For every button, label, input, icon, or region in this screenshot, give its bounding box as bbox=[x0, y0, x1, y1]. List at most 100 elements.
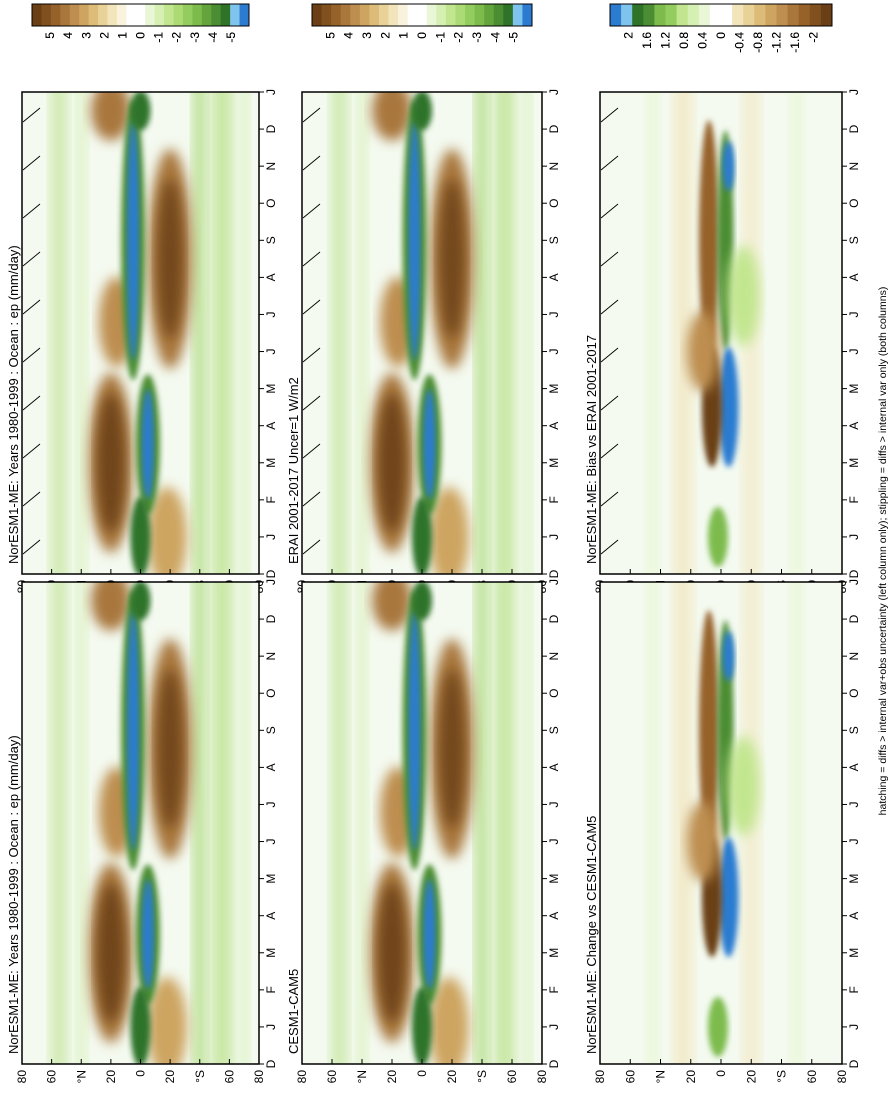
colorbar-swatch bbox=[350, 4, 361, 26]
contour-blob bbox=[412, 986, 432, 1064]
lat-tick-label: 20 bbox=[744, 1070, 758, 1084]
colorbar-swatch bbox=[359, 4, 370, 26]
colorbar-swatch bbox=[465, 4, 475, 26]
colorbar-swatch bbox=[610, 4, 622, 26]
colorbar-tick-label: 5 bbox=[323, 32, 337, 39]
hatch-line bbox=[22, 491, 41, 507]
colorbar-tick-label: -1.6 bbox=[788, 32, 802, 53]
panel-title: NorESM1-ME: Years 1980-1999 : Ocean : ep… bbox=[6, 735, 21, 1054]
hatch-line bbox=[600, 251, 619, 267]
month-tick-label: S bbox=[547, 236, 561, 244]
lat-tick-label: 80 bbox=[535, 1070, 549, 1084]
month-tick-label: A bbox=[264, 912, 278, 920]
colorbar-tick-label: 0 bbox=[134, 32, 148, 39]
colorbar-tick-label: 0 bbox=[134, 32, 148, 39]
colorbar-swatch bbox=[798, 4, 811, 26]
footnote: hatching = diffs > internal var+obs unce… bbox=[877, 287, 889, 816]
contour-field bbox=[600, 92, 842, 574]
colorbar-swatch bbox=[145, 4, 155, 26]
colorbar-swatch bbox=[754, 4, 766, 26]
colorbar-tick-label: -2 bbox=[170, 32, 184, 43]
lat-tick-label: 60 bbox=[505, 1070, 519, 1084]
colorbar-frame bbox=[311, 3, 533, 27]
month-tick-label: A bbox=[547, 763, 561, 771]
lat-tick-label: 0 bbox=[134, 1070, 148, 1077]
colorbar-swatch bbox=[182, 4, 193, 26]
month-tick-label: F bbox=[547, 986, 561, 993]
hatch-line bbox=[302, 203, 321, 219]
panel-title: NorESM1-ME: Change vs CESM1-CAM5 bbox=[584, 816, 599, 1054]
hatch-line bbox=[600, 395, 619, 411]
contour-field bbox=[22, 582, 259, 1064]
month-tick-label: J bbox=[847, 349, 861, 355]
colorbar-frame bbox=[31, 3, 250, 27]
month-tick-label: S bbox=[264, 726, 278, 734]
contour-blob bbox=[429, 486, 469, 574]
month-tick-label: O bbox=[264, 199, 278, 208]
contour-blob bbox=[147, 976, 188, 1064]
month-tick-label: F bbox=[847, 986, 861, 993]
contour-blob bbox=[707, 996, 728, 1057]
month-tick-label: M bbox=[547, 948, 561, 958]
month-tick-label: A bbox=[847, 422, 861, 430]
contour-band bbox=[192, 582, 207, 1064]
contour-band bbox=[645, 582, 660, 1064]
colorbar-swatch bbox=[765, 4, 777, 26]
colorbar-swatch bbox=[126, 4, 137, 26]
colorbar-swatch bbox=[426, 4, 437, 26]
colorbar-swatch bbox=[32, 4, 42, 26]
colorbar-swatch bbox=[455, 4, 466, 26]
contour-band bbox=[75, 582, 88, 1064]
colorbar-tick-label: -3 bbox=[470, 32, 484, 43]
month-tick-label: J bbox=[847, 1024, 861, 1030]
month-tick-label: J bbox=[264, 579, 278, 585]
colorbar-swatch bbox=[445, 4, 456, 26]
colorbar-tick-label: -5 bbox=[507, 32, 521, 43]
colorbar-tick-label: 0 bbox=[415, 32, 429, 39]
colorbar-tick-label: -3 bbox=[188, 32, 202, 43]
colorbar-swatch bbox=[378, 4, 389, 26]
hatch-line bbox=[22, 251, 41, 267]
colorbar-swatch bbox=[621, 4, 633, 26]
hatch-line bbox=[600, 203, 619, 219]
panel-title: CESM1-CAM5 bbox=[286, 969, 301, 1054]
colorbar-swatch bbox=[107, 4, 118, 26]
panel-p3: 8060°N20020°S6080DJFMAMJJASONDJ543210-1-… bbox=[286, 3, 561, 593]
colorbar-tick-label: 1.6 bbox=[640, 32, 654, 49]
lat-tick-label: °N bbox=[355, 1070, 369, 1083]
contour-blob bbox=[378, 392, 406, 533]
colorbar-tick-label: 1 bbox=[397, 32, 411, 39]
month-tick-label: O bbox=[264, 689, 278, 698]
colorbar-swatch bbox=[173, 4, 184, 26]
contour-field bbox=[600, 582, 842, 1064]
colorbar-tick-label: 1 bbox=[115, 32, 129, 39]
month-tick-label: M bbox=[547, 458, 561, 468]
lat-tick-label: °N bbox=[654, 1070, 668, 1083]
lat-tick-label: 80 bbox=[15, 1070, 29, 1084]
month-tick-label: J bbox=[264, 801, 278, 807]
contour-blob bbox=[686, 311, 719, 392]
hatch-line bbox=[302, 347, 321, 363]
colorbar-swatch bbox=[340, 4, 351, 26]
colorbar-swatch bbox=[474, 4, 485, 26]
month-tick-label: A bbox=[847, 912, 861, 920]
lat-tick-label: 80 bbox=[593, 1070, 607, 1084]
colorbar-tick-label: 5 bbox=[43, 32, 57, 39]
month-tick-label: D bbox=[264, 614, 278, 623]
lat-tick-label: 60 bbox=[805, 1070, 819, 1084]
contour-blob bbox=[412, 496, 432, 574]
panel-title: NorESM1-ME: Years 1980-1999 : Ocean : ep… bbox=[6, 245, 21, 564]
colorbar-tick-label: 2 bbox=[622, 32, 636, 39]
contour-band bbox=[210, 92, 233, 574]
month-tick-label: M bbox=[847, 384, 861, 394]
contour-blob bbox=[372, 582, 412, 631]
contour-blob bbox=[722, 141, 735, 192]
hatch-line bbox=[22, 203, 41, 219]
contour-band bbox=[789, 92, 804, 574]
contour-blob bbox=[96, 882, 125, 1023]
panels-layer: 8060°N20020°S6080DJFMAMJJASONDJ543210-1-… bbox=[6, 3, 861, 1084]
month-tick-label: D bbox=[264, 1059, 278, 1068]
hatch-line bbox=[22, 443, 41, 459]
colorbar-swatch bbox=[50, 4, 61, 26]
panel-p1: 8060°N20020°S6080DJFMAMJJASONDJ543210-1-… bbox=[6, 3, 278, 593]
